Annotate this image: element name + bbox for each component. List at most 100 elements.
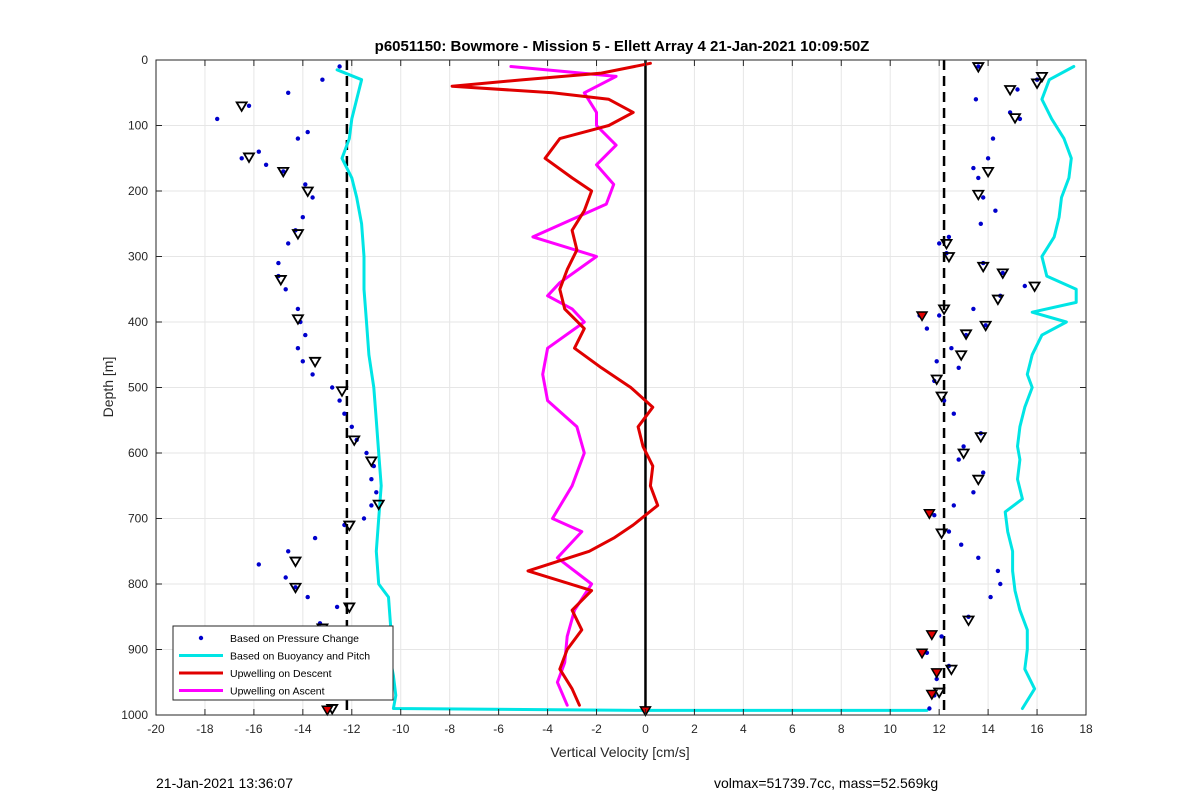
pressure-change-point — [981, 470, 986, 475]
pressure-change-point — [286, 241, 291, 246]
x-axis: -20 -18 -16 -14 -12 -10 -8 -6 -4 -2 0 2 4 6 8 10 12 14 16 1… — [147, 60, 1093, 736]
open-triangle-marker — [996, 268, 1010, 280]
open-triangle-marker — [1035, 71, 1049, 84]
pressure-change-point — [939, 634, 944, 639]
y-tick-label: 600 — [128, 446, 148, 460]
open-triangle-marker — [1028, 281, 1042, 293]
open-triangle-marker — [937, 304, 951, 316]
pressure-change-point — [281, 169, 286, 174]
pressure-change-point — [295, 306, 301, 312]
open-triangle-marker — [959, 329, 973, 341]
filled-triangle-marker — [925, 630, 939, 641]
pressure-change-point — [981, 195, 986, 200]
filled-triangle-marker — [321, 705, 334, 717]
y-axis: 0 100 200 300 400 500 600 700 800 900 1000 — [121, 53, 1086, 722]
x-axis-label: Vertical Velocity [cm/s] — [550, 744, 689, 760]
pressure-change-point — [337, 64, 342, 69]
pressure-change-point — [263, 162, 269, 167]
x-tick-label: -10 — [392, 722, 410, 736]
x-tick-label: 12 — [932, 722, 946, 736]
pressure-change-point — [330, 385, 335, 390]
filled-triangle-marker — [915, 648, 929, 660]
pressure-change-point — [934, 676, 939, 682]
pressure-change-point — [976, 175, 981, 181]
open-triangle-marker — [944, 664, 958, 676]
open-triangle-marker — [954, 350, 968, 362]
open-triangle-marker — [971, 189, 985, 202]
x-tick-label: 14 — [981, 722, 995, 736]
open-triangle-marker — [957, 448, 971, 460]
filled-triangle-marker — [925, 689, 939, 701]
x-tick-label: 6 — [789, 722, 796, 736]
filled-triangle-marker — [930, 668, 944, 679]
upwelling-on-descent-line — [450, 61, 660, 707]
pressure-change-point — [364, 450, 369, 456]
y-tick-label: 800 — [128, 577, 148, 591]
open-triangle-marker — [1008, 113, 1022, 125]
pressure-change-point — [937, 313, 942, 318]
pressure-change-point — [946, 529, 952, 534]
pressure-change-point — [976, 555, 981, 560]
pressure-change-point — [995, 568, 1001, 574]
x-tick-label: -12 — [343, 722, 361, 736]
pressure-change-point — [1000, 270, 1005, 276]
pressure-change-point — [932, 513, 937, 518]
open-triangle-marker — [301, 186, 315, 198]
y-tick-label: 1000 — [121, 708, 148, 722]
filled-triangle-marker — [923, 509, 936, 520]
pressure-change-point — [286, 90, 291, 96]
x-tick-label: 8 — [838, 722, 845, 736]
pressure-change-point — [256, 562, 261, 567]
pressure-change-point — [246, 103, 252, 109]
open-triangle-marker — [939, 238, 954, 251]
pressure-change-point — [300, 215, 305, 220]
pressure-change-point — [369, 477, 374, 482]
open-triangle-marker — [347, 435, 361, 447]
open-triangle-marker — [274, 275, 288, 287]
open-triangle-marker — [930, 374, 944, 386]
open-triangle-marker — [942, 252, 956, 264]
pressure-change-point — [998, 581, 1003, 587]
x-tick-label: 0 — [642, 722, 649, 736]
pressure-change-point — [951, 503, 956, 508]
y-tick-label: 200 — [128, 184, 148, 198]
pressure-change-point — [983, 323, 988, 328]
open-triangle-marker — [1003, 85, 1017, 97]
chart-title: p6051150: Bowmore - Mission 5 - Ellett A… — [375, 38, 870, 55]
open-triangle-marker — [932, 687, 946, 699]
y-tick-label: 400 — [128, 315, 148, 329]
open-triangle-marker — [288, 582, 303, 595]
x-tick-label: -14 — [294, 722, 312, 736]
pressure-change-point — [256, 149, 261, 154]
pressure-change-point — [971, 165, 976, 171]
pressure-change-point — [988, 594, 993, 600]
open-triangle-marker — [364, 456, 378, 468]
open-triangle-marker — [1030, 78, 1044, 90]
pressure-change-point — [349, 424, 354, 429]
pressure-change-point — [927, 706, 932, 711]
pressure-change-point — [973, 97, 979, 102]
y-tick-label: 900 — [128, 643, 148, 657]
y-axis-label: Depth [m] — [100, 357, 116, 418]
pressure-change-point — [342, 411, 347, 416]
x-tick-label: 18 — [1079, 722, 1093, 736]
pressure-change-point — [971, 490, 976, 495]
pressure-change-point — [305, 129, 310, 135]
y-tick-label: 0 — [141, 53, 148, 67]
pressure-change-point — [956, 457, 961, 462]
open-triangle-marker — [935, 528, 949, 540]
pressure-change-point — [310, 195, 315, 200]
x-tick-label: 4 — [740, 722, 747, 736]
open-triangle-marker — [971, 474, 985, 486]
pressure-change-point — [361, 516, 367, 521]
y-tick-label: 100 — [128, 119, 148, 133]
x-tick-label: -2 — [591, 722, 602, 736]
x-tick-label: -16 — [245, 722, 263, 736]
open-triangle-marker — [276, 166, 290, 179]
x-tick-label: 2 — [691, 722, 698, 736]
legend-box — [172, 625, 394, 701]
pressure-change-point — [949, 346, 954, 351]
open-triangle-marker — [335, 386, 349, 398]
legend-label: Based on Buoyancy and Pitch — [230, 651, 370, 663]
pressure-change-point — [369, 503, 374, 508]
